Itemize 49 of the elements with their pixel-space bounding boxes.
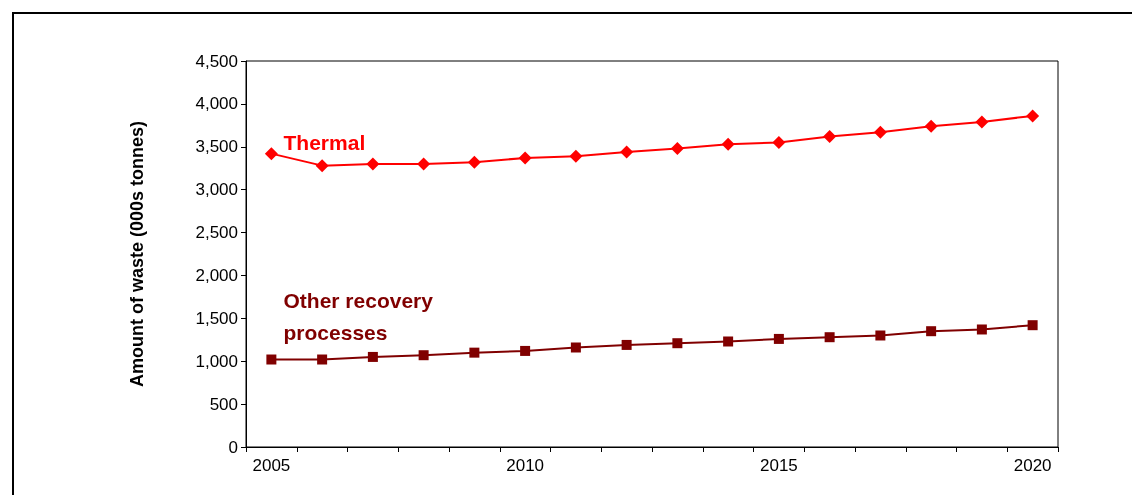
y-tick-label: 2,500 — [195, 223, 238, 243]
point — [670, 141, 684, 155]
point — [467, 155, 481, 169]
point — [621, 339, 632, 350]
point — [975, 115, 989, 129]
point — [773, 333, 784, 344]
point — [518, 151, 532, 165]
point — [772, 135, 786, 149]
x-tick-label: 2020 — [1013, 456, 1052, 475]
point — [520, 345, 531, 356]
y-tick-label: 0 — [228, 437, 238, 457]
y-axis-title: Amount of waste (000s tonnes) — [127, 120, 147, 388]
point — [873, 125, 887, 139]
point — [926, 326, 937, 337]
y-tick-label: 3,500 — [195, 137, 238, 157]
point — [469, 347, 480, 358]
y-tick-label: 2,000 — [195, 265, 238, 285]
point — [723, 336, 734, 347]
x-tick-label: 2015 — [759, 456, 798, 475]
series-label: Thermal — [283, 131, 366, 155]
point — [266, 354, 277, 365]
point — [721, 137, 735, 151]
point — [976, 324, 987, 335]
x-tick-label: 2010 — [506, 456, 545, 475]
point — [875, 330, 886, 341]
point — [366, 157, 380, 171]
point — [315, 159, 329, 173]
point — [824, 332, 835, 343]
y-tick-label: 4,500 — [195, 51, 238, 71]
point — [569, 149, 583, 163]
y-tick-label: 1,000 — [195, 351, 238, 371]
point — [924, 119, 938, 133]
point — [367, 351, 378, 362]
point — [317, 354, 328, 365]
series-label: Other recovery processes — [283, 289, 434, 345]
y-tick-label: 1,500 — [195, 308, 238, 328]
point — [264, 147, 278, 161]
point — [672, 338, 683, 349]
point — [570, 342, 581, 353]
point — [417, 157, 431, 171]
point — [418, 350, 429, 361]
point — [620, 145, 634, 159]
x-tick-label: 2005 — [252, 456, 291, 475]
point — [1026, 109, 1040, 123]
y-tick-label: 500 — [209, 394, 238, 414]
point — [1027, 320, 1038, 331]
y-tick-label: 4,000 — [195, 94, 238, 114]
point — [823, 129, 837, 143]
y-tick-label: 3,000 — [195, 180, 238, 200]
